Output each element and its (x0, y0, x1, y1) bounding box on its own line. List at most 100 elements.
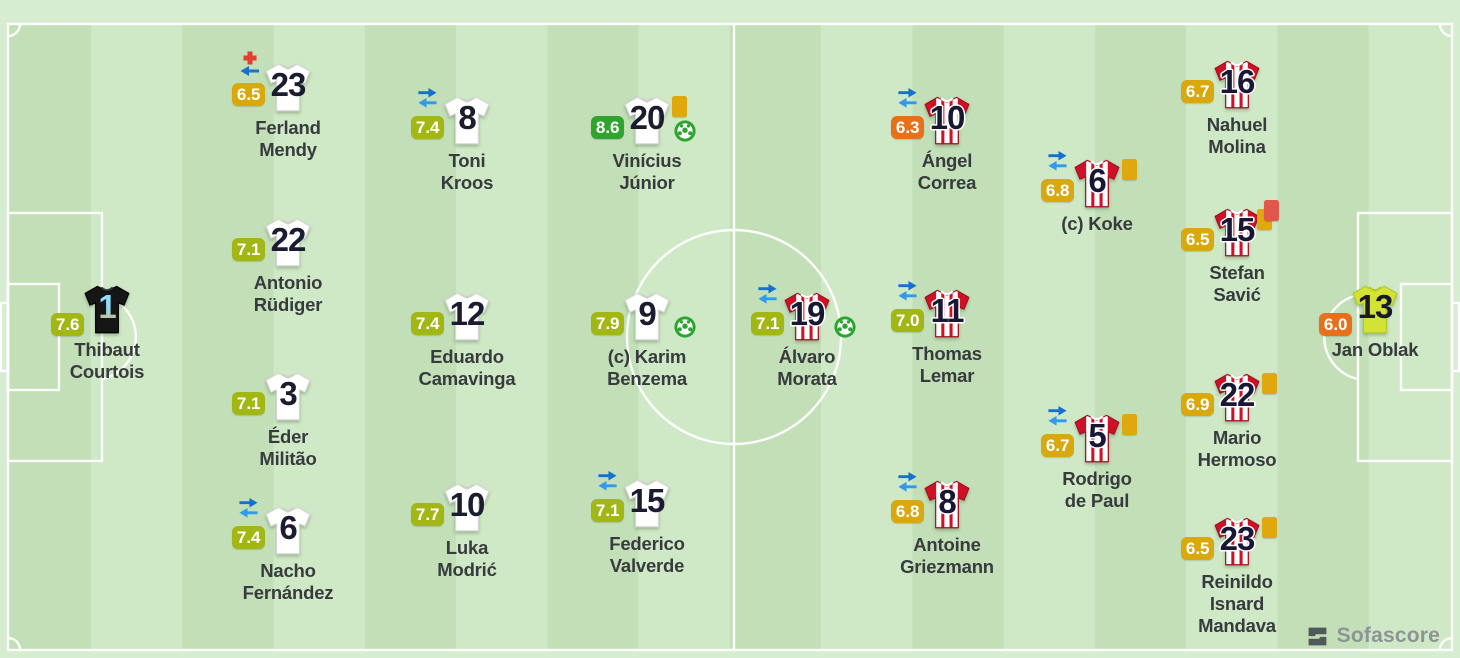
player-number: 3 (279, 375, 297, 412)
player-name-line: Benzema (607, 368, 687, 389)
player-rating-badge: 7.9 (591, 312, 624, 335)
player-name-line: Eduardo (430, 346, 504, 367)
player-name: Thomas Lemar (837, 343, 1057, 387)
player-number: 8 (458, 99, 476, 136)
player-number: 8 (938, 483, 956, 520)
player-name-line: Nacho (260, 560, 316, 581)
player-number: 12 (449, 295, 486, 332)
player-name-line: Griezmann (900, 556, 994, 577)
player-shirt-icon (619, 94, 675, 148)
substitution-icon (895, 280, 920, 302)
substitution-icon (1045, 150, 1070, 172)
sofascore-logo-icon (1308, 627, 1327, 645)
player-number: 6 (279, 509, 297, 546)
player-name: Luka Modrić (357, 537, 577, 581)
player-rating-badge: 6.5 (1181, 228, 1214, 251)
player-number: 11 (930, 292, 965, 329)
substitution-icon (1045, 405, 1070, 427)
player-name: (c) Koke (987, 213, 1207, 235)
player-shirt-icon (1209, 206, 1265, 260)
substitution-icon (895, 87, 920, 109)
player-name-line: Ángel (921, 150, 973, 171)
player-rating-badge: 7.1 (751, 312, 784, 335)
player-number: 10 (449, 486, 486, 523)
player-name: Thibaut Courtois (0, 339, 217, 383)
player-number: 10 (929, 99, 966, 136)
player-name-line: Fernández (242, 582, 334, 603)
player-name-line: Hermoso (1197, 449, 1277, 470)
center-circle (625, 228, 843, 446)
player-name-line: Thibaut (74, 339, 140, 360)
player-shirt-icon (919, 287, 975, 341)
goal-left (0, 301, 10, 373)
substitution-icon (236, 497, 261, 519)
player-shirt-icon (1069, 157, 1125, 211)
player-name-line: Éder (267, 426, 309, 447)
player-number: 9 (638, 295, 656, 332)
player-name-line: Vinícius (612, 150, 682, 171)
player-number: 23 (270, 66, 307, 103)
substitution-icon (415, 87, 440, 109)
player-shirt-icon (439, 481, 495, 535)
player-name: Toni Kroos (357, 150, 577, 194)
goal-box-right (1399, 282, 1454, 392)
player-rating-badge: 7.7 (411, 503, 444, 526)
player-name: Álvaro Morata (697, 346, 917, 390)
yellow-card-icon (672, 96, 687, 117)
player-name: Nahuel Molina (1127, 114, 1347, 158)
player-rating-badge: 6.8 (1041, 179, 1074, 202)
player-name-line: Rüdiger (253, 294, 323, 315)
yellow-card-icon (1262, 517, 1277, 538)
red-card-icon (1264, 200, 1279, 221)
player-name: Antonio Rüdiger (178, 272, 398, 316)
player-name-line: Courtois (69, 361, 145, 382)
player-shirt-icon (439, 94, 495, 148)
goal-icon (674, 316, 696, 338)
corner-arc (1438, 636, 1453, 651)
player-name: Eduardo Camavinga (357, 346, 577, 390)
player-number: 1 (79, 284, 135, 330)
player-name-line: Thomas (912, 343, 982, 364)
player-shirt-icon (1209, 58, 1265, 112)
player-shirt-icon (779, 290, 835, 344)
player-shirt-icon (919, 94, 975, 148)
player-shirt-icon (1069, 412, 1125, 466)
player-name-line: de Paul (1064, 490, 1130, 511)
yellow-card-icon (1122, 159, 1137, 180)
player-name: Nacho Fernández (178, 560, 398, 604)
player-name-line: Álvaro (778, 346, 836, 367)
player-rating-badge: 7.1 (232, 392, 265, 415)
player-rating-badge: 7.1 (591, 499, 624, 522)
player-name: Ángel Correa (837, 150, 1057, 194)
player-rating-badge: 6.3 (891, 116, 924, 139)
player-name-line: Jan Oblak (1331, 339, 1419, 360)
penalty-arc-right (1323, 293, 1359, 381)
player-shirt-icon (260, 216, 316, 270)
player-name-line: Antonio (253, 272, 323, 293)
player-shirt-icon (1347, 283, 1403, 337)
player-number: 22 (270, 221, 307, 258)
player-name-line: Federico (609, 533, 685, 554)
player-name: Jan Oblak (1265, 339, 1460, 361)
corner-arc (7, 23, 22, 38)
player-shirt-icon (260, 504, 316, 558)
goal-icon (834, 316, 856, 338)
substitution-icon (755, 283, 780, 305)
player-name-line: Luka (445, 537, 489, 558)
player-number: 19 (789, 295, 826, 332)
player-shirt-icon (1209, 515, 1265, 569)
player-rating-badge: 7.6 (51, 313, 84, 336)
player-name-line: Antoine (913, 534, 981, 555)
player-name-line: Militão (259, 448, 317, 469)
player-name-line: Toni (448, 150, 486, 171)
player-name-line: Ferland (255, 117, 321, 138)
player-name: (c) Karim Benzema (537, 346, 757, 390)
player-shirt-icon (79, 283, 135, 337)
player-rating-badge: 6.8 (891, 500, 924, 523)
player-name-line: Mendy (259, 139, 317, 160)
player-name-line: Nahuel (1206, 114, 1268, 135)
player-number: 23 (1219, 520, 1256, 557)
player-name: Stefan Savić (1127, 262, 1347, 306)
penalty-box-right (1356, 211, 1454, 463)
